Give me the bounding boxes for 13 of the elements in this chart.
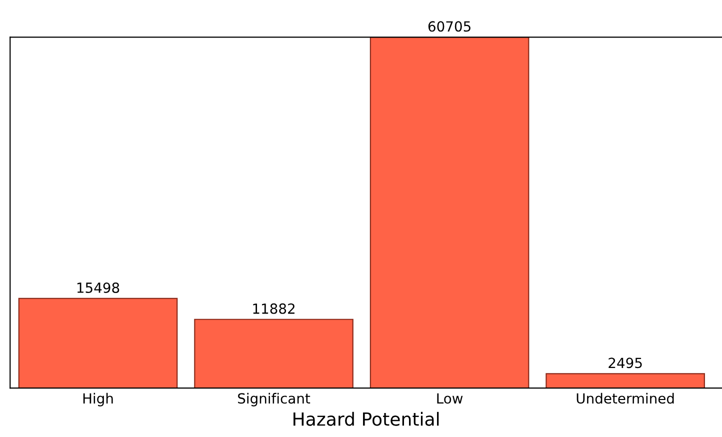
data-label: 15498: [77, 282, 120, 293]
x-tick-label: High: [83, 392, 113, 406]
data-label: 2495: [608, 358, 642, 368]
bar: [546, 373, 705, 388]
bar: [370, 37, 530, 388]
x-tick-label: Low: [437, 393, 463, 404]
bar: [18, 298, 178, 388]
x-tick-label: Significant: [238, 392, 310, 406]
data-label: 11882: [253, 303, 294, 314]
bar: [194, 318, 354, 388]
x-tick-label: Undetermined: [576, 392, 674, 404]
x-axis-title: Hazard Potential: [294, 412, 439, 426]
data-label: 60705: [428, 21, 470, 32]
